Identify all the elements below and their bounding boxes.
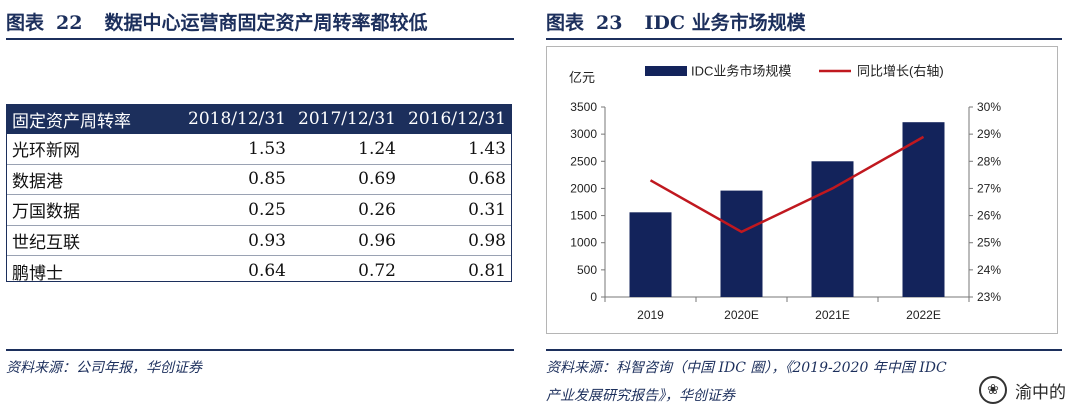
table-header-row: 固定资产周转率 2018/12/31 2017/12/31 2016/12/31: [6, 104, 512, 134]
table-row: 世纪互联 0.93 0.96 0.98: [6, 224, 512, 256]
company-name-cell: 鹏博士: [6, 255, 182, 286]
left-fig-title-text: 数据中心运营商固定资产周转率都较低: [104, 12, 428, 34]
turnover-value-cell: 1.43: [468, 138, 506, 159]
y-tick-label: 500: [577, 263, 597, 277]
left-source-note: 资料来源：公司年报，华创证券: [6, 360, 202, 376]
table-header-cell: 固定资产周转率: [12, 111, 131, 132]
turnover-value-cell: 0.93: [182, 224, 292, 256]
y2-tick-label: 28%: [977, 154, 1001, 168]
legend-bar-swatch: [645, 66, 687, 76]
y2-tick-label: 29%: [977, 127, 1001, 141]
x-tick-label: 2022E: [906, 308, 941, 322]
bar-2021E: [811, 161, 854, 297]
bar-2019: [629, 212, 672, 297]
bar-2022E: [902, 122, 945, 297]
turnover-value-cell: 1.24: [358, 138, 396, 159]
turnover-value-cell: 0.26: [292, 194, 402, 226]
table-row: 光环新网 1.53 1.24 1.43: [6, 134, 512, 164]
wechat-logo-icon: ❀: [979, 376, 1007, 404]
right-figure-panel: 图表 23 IDC 业务市场规模 IDC业务市场规模 同比增长(右轴) 亿元 0 500 10…: [546, 0, 1062, 420]
turnover-value-cell: 1.53: [248, 138, 286, 159]
left-title-rule: [6, 38, 514, 40]
table-row: 万国数据 0.25 0.26 0.31: [6, 194, 512, 226]
y2-tick-label: 30%: [977, 100, 1001, 114]
right-source-line-1: 资料来源：科智咨询（中国 IDC 圈），《2019-2020 年中国 IDC: [546, 360, 947, 376]
turnover-value-cell: 0.85: [182, 163, 292, 195]
right-title-rule: [546, 38, 1062, 40]
table-header-cell: 2016/12/31: [408, 109, 506, 129]
legend-bar-label: IDC业务市场规模: [691, 64, 791, 79]
left-fig-number: 22: [56, 12, 83, 34]
y-tick-label: 2500: [570, 154, 597, 168]
left-figure-title: 图表 22 数据中心运营商固定资产周转率都较低: [6, 8, 427, 35]
y2-tick-label: 27%: [977, 181, 1001, 195]
left-fig-label: 图表: [6, 12, 45, 34]
watermark-text: 渝中的: [1015, 382, 1066, 403]
growth-line: [649, 135, 925, 234]
right-fig-label: 图表: [546, 12, 585, 34]
y-tick-label: 1500: [570, 209, 597, 223]
watermark: ❀ 渝中的: [979, 376, 1066, 404]
company-name-cell: 世纪互联: [6, 224, 182, 256]
turnover-value-cell: 0.72: [292, 255, 402, 286]
y2-tick-label: 26%: [977, 209, 1001, 223]
table-header-cell: 2018/12/31: [188, 109, 286, 129]
turnover-value-cell: 0.96: [292, 224, 402, 256]
y2-tick-label: 24%: [977, 263, 1001, 277]
x-tick-label: 2021E: [815, 308, 850, 322]
company-name-cell: 光环新网: [12, 141, 80, 162]
turnover-table: 固定资产周转率 2018/12/31 2017/12/31 2016/12/31…: [6, 104, 512, 286]
left-figure-panel: 图表 22 数据中心运营商固定资产周转率都较低 固定资产周转率 2018/12/31…: [6, 0, 514, 420]
table-row: 鹏博士 0.64 0.72 0.81: [6, 255, 512, 286]
turnover-value-cell: 0.64: [182, 255, 292, 286]
turnover-value-cell: 0.68: [402, 163, 512, 195]
y-tick-label: 3000: [570, 127, 597, 141]
bar-2020E: [720, 190, 763, 297]
x-tick-label: 2020E: [724, 308, 759, 322]
legend-line-label: 同比增长(右轴): [857, 64, 944, 79]
company-name-cell: 万国数据: [6, 194, 182, 226]
right-source-line-2: 产业发展研究报告》，华创证券: [546, 388, 735, 404]
right-figure-title: 图表 23 IDC 业务市场规模: [546, 8, 806, 35]
y-axis-unit-label: 亿元: [569, 70, 595, 85]
y-tick-label: 3500: [570, 100, 597, 114]
y2-tick-label: 23%: [977, 290, 1001, 304]
y-tick-label: 2000: [570, 181, 597, 195]
turnover-value-cell: 0.98: [402, 224, 512, 256]
right-fig-title-text: IDC 业务市场规模: [644, 12, 806, 34]
idc-market-chart: IDC业务市场规模 同比增长(右轴) 亿元 0 500 1000 1500 2000 2500 3…: [569, 64, 1001, 323]
y-tick-label: 1000: [570, 236, 597, 250]
y-tick-label: 0: [590, 290, 597, 304]
right-fig-number: 23: [596, 12, 623, 34]
turnover-value-cell: 0.31: [402, 194, 512, 226]
right-source-rule: [546, 349, 1062, 351]
turnover-value-cell: 0.69: [292, 163, 402, 195]
table-header-cell: 2017/12/31: [298, 109, 396, 129]
table-row: 数据港 0.85 0.69 0.68: [6, 163, 512, 195]
turnover-value-cell: 0.25: [182, 194, 292, 226]
chart-frame: IDC业务市场规模 同比增长(右轴) 亿元 0 500 1000 1500 2000 2500 3…: [546, 46, 1058, 334]
left-source-rule: [6, 349, 514, 351]
turnover-value-cell: 0.81: [402, 255, 512, 286]
company-name-cell: 数据港: [6, 163, 182, 195]
y2-tick-label: 25%: [977, 236, 1001, 250]
x-tick-label: 2019: [637, 308, 664, 322]
